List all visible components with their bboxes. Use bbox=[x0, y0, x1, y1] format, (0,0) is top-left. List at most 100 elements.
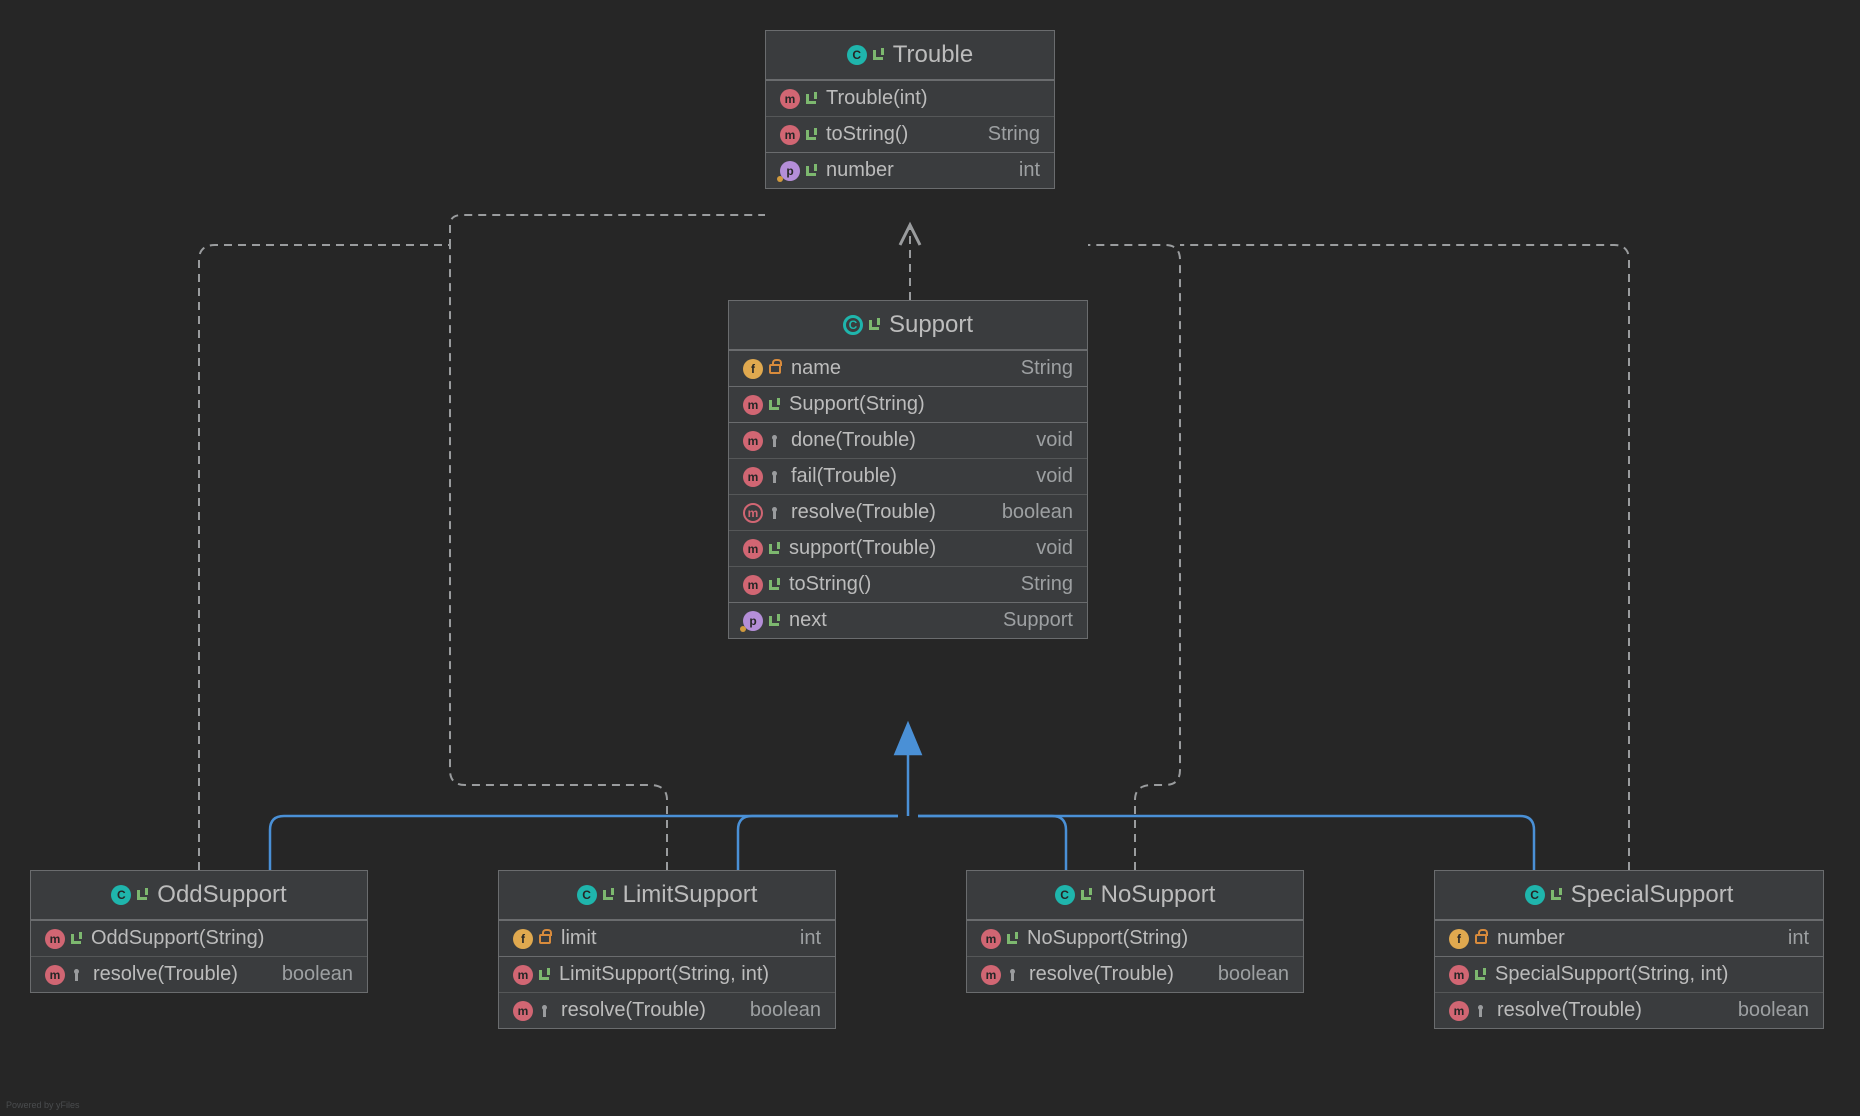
members-section: m Trouble(int) m toString() String bbox=[766, 80, 1054, 152]
props-section: p next Support bbox=[729, 602, 1087, 638]
member-type: void bbox=[1036, 429, 1073, 452]
member-name: NoSupport(String) bbox=[1027, 927, 1289, 950]
members-section: m SpecialSupport(String, int) m resolve(… bbox=[1435, 956, 1823, 1028]
protected-icon bbox=[769, 507, 781, 519]
members-section: m NoSupport(String) m resolve(Trouble) b… bbox=[967, 920, 1303, 992]
member-row[interactable]: m Support(String) bbox=[729, 387, 1087, 422]
field-name: name bbox=[791, 357, 1005, 380]
edge-nosup-support bbox=[918, 816, 1066, 870]
method-icon: m bbox=[45, 929, 65, 949]
edge-limit-trouble bbox=[450, 245, 667, 870]
class-oddsupport[interactable]: C OddSupport m OddSupport(String) m reso… bbox=[30, 870, 368, 993]
method-icon: m bbox=[981, 929, 1001, 949]
public-icon bbox=[1475, 970, 1485, 980]
member-type: String bbox=[1021, 573, 1073, 596]
public-icon bbox=[869, 320, 879, 330]
protected-icon bbox=[769, 435, 781, 447]
class-title: C Support bbox=[729, 301, 1087, 350]
property-name: number bbox=[826, 159, 1003, 182]
member-row[interactable]: m toString() String bbox=[766, 117, 1054, 152]
member-name: fail(Trouble) bbox=[791, 465, 1020, 488]
class-trouble[interactable]: C Trouble m Trouble(int) m toString() St… bbox=[765, 30, 1055, 189]
ctors-section: m Support(String) bbox=[729, 386, 1087, 422]
fields-section: f limit int bbox=[499, 920, 835, 956]
member-name: resolve(Trouble) bbox=[93, 963, 266, 986]
class-nosupport[interactable]: C NoSupport m NoSupport(String) m resolv… bbox=[966, 870, 1304, 993]
member-row[interactable]: m SpecialSupport(String, int) bbox=[1435, 957, 1823, 993]
field-icon: f bbox=[513, 929, 533, 949]
method-icon: m bbox=[743, 467, 763, 487]
class-name: LimitSupport bbox=[623, 881, 758, 909]
class-name: Trouble bbox=[893, 41, 973, 69]
member-row[interactable]: m NoSupport(String) bbox=[967, 921, 1303, 957]
field-type: String bbox=[1021, 357, 1073, 380]
class-specialsupport[interactable]: C SpecialSupport f number int m SpecialS… bbox=[1434, 870, 1824, 1029]
private-icon bbox=[539, 934, 551, 944]
field-row[interactable]: f limit int bbox=[499, 921, 835, 956]
members-section: m LimitSupport(String, int) m resolve(Tr… bbox=[499, 956, 835, 1028]
abstract-class-icon: C bbox=[843, 315, 863, 335]
member-row[interactable]: m resolve(Trouble) boolean bbox=[729, 495, 1087, 531]
field-type: int bbox=[1788, 927, 1809, 950]
protected-icon bbox=[1475, 1005, 1487, 1017]
method-icon: m bbox=[743, 431, 763, 451]
member-row[interactable]: m Trouble(int) bbox=[766, 81, 1054, 117]
method-icon: m bbox=[743, 575, 763, 595]
member-type: boolean bbox=[1218, 963, 1289, 986]
member-type: String bbox=[988, 123, 1040, 146]
public-icon bbox=[769, 580, 779, 590]
member-name: Support(String) bbox=[789, 393, 1073, 416]
method-icon: m bbox=[513, 965, 533, 985]
protected-icon bbox=[1007, 969, 1019, 981]
class-icon: C bbox=[847, 45, 867, 65]
property-icon: p bbox=[743, 611, 763, 631]
field-name: number bbox=[1497, 927, 1772, 950]
public-icon bbox=[1007, 934, 1017, 944]
field-row[interactable]: f number int bbox=[1435, 921, 1823, 956]
method-icon: m bbox=[1449, 1001, 1469, 1021]
class-limitsupport[interactable]: C LimitSupport f limit int m LimitSuppor… bbox=[498, 870, 836, 1029]
field-icon: f bbox=[743, 359, 763, 379]
member-name: resolve(Trouble) bbox=[1497, 999, 1722, 1022]
member-type: boolean bbox=[1738, 999, 1809, 1022]
class-title: C NoSupport bbox=[967, 871, 1303, 920]
member-type: boolean bbox=[1002, 501, 1073, 524]
property-icon: p bbox=[780, 161, 800, 181]
class-title: C SpecialSupport bbox=[1435, 871, 1823, 920]
member-row[interactable]: m LimitSupport(String, int) bbox=[499, 957, 835, 993]
property-type: int bbox=[1019, 159, 1040, 182]
member-type: boolean bbox=[750, 999, 821, 1022]
class-support[interactable]: C Support f name String m Support(String… bbox=[728, 300, 1088, 639]
member-row[interactable]: m fail(Trouble) void bbox=[729, 459, 1087, 495]
protected-icon bbox=[769, 471, 781, 483]
property-row[interactable]: p number int bbox=[766, 153, 1054, 188]
edge-limit-support bbox=[738, 816, 898, 870]
member-row[interactable]: m done(Trouble) void bbox=[729, 423, 1087, 459]
method-icon: m bbox=[981, 965, 1001, 985]
property-row[interactable]: p next Support bbox=[729, 603, 1087, 638]
member-name: resolve(Trouble) bbox=[1029, 963, 1202, 986]
member-name: done(Trouble) bbox=[791, 429, 1020, 452]
edge-special-support bbox=[918, 816, 1534, 870]
field-row[interactable]: f name String bbox=[729, 351, 1087, 386]
public-icon bbox=[769, 400, 779, 410]
member-row[interactable]: m resolve(Trouble) boolean bbox=[31, 957, 367, 992]
abstract-method-icon: m bbox=[743, 503, 763, 523]
public-icon bbox=[603, 890, 613, 900]
public-icon bbox=[806, 94, 816, 104]
member-row[interactable]: m support(Trouble) void bbox=[729, 531, 1087, 567]
public-icon bbox=[539, 970, 549, 980]
method-icon: m bbox=[513, 1001, 533, 1021]
member-name: Trouble(int) bbox=[826, 87, 1040, 110]
method-icon: m bbox=[743, 395, 763, 415]
member-row[interactable]: m toString() String bbox=[729, 567, 1087, 602]
protected-icon bbox=[71, 969, 83, 981]
member-row[interactable]: m OddSupport(String) bbox=[31, 921, 367, 957]
member-row[interactable]: m resolve(Trouble) boolean bbox=[499, 993, 835, 1028]
member-row[interactable]: m resolve(Trouble) boolean bbox=[967, 957, 1303, 992]
member-type: void bbox=[1036, 465, 1073, 488]
members-section: m OddSupport(String) m resolve(Trouble) … bbox=[31, 920, 367, 992]
edge-special-trouble bbox=[1180, 245, 1629, 870]
class-name: SpecialSupport bbox=[1571, 881, 1734, 909]
member-row[interactable]: m resolve(Trouble) boolean bbox=[1435, 993, 1823, 1028]
